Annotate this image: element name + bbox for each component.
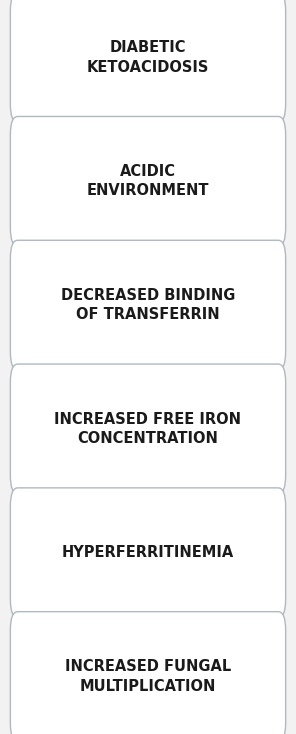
FancyBboxPatch shape [10,364,286,494]
Text: INCREASED FUNGAL
MULTIPLICATION: INCREASED FUNGAL MULTIPLICATION [65,659,231,694]
Text: DIABETIC
KETOACIDOSIS: DIABETIC KETOACIDOSIS [87,40,209,75]
Polygon shape [96,230,200,255]
Text: DECREASED BINDING
OF TRANSFERRIN: DECREASED BINDING OF TRANSFERRIN [61,288,235,322]
Text: INCREASED FREE IRON
CONCENTRATION: INCREASED FREE IRON CONCENTRATION [54,412,242,446]
FancyBboxPatch shape [10,488,286,617]
FancyBboxPatch shape [10,117,286,246]
FancyBboxPatch shape [10,611,286,734]
Polygon shape [96,479,200,504]
Polygon shape [96,107,200,132]
FancyBboxPatch shape [10,240,286,370]
FancyBboxPatch shape [10,0,286,123]
Polygon shape [96,602,200,627]
Text: HYPERFERRITINEMIA: HYPERFERRITINEMIA [62,545,234,560]
Text: ACIDIC
ENVIRONMENT: ACIDIC ENVIRONMENT [87,164,209,198]
Polygon shape [96,355,200,379]
